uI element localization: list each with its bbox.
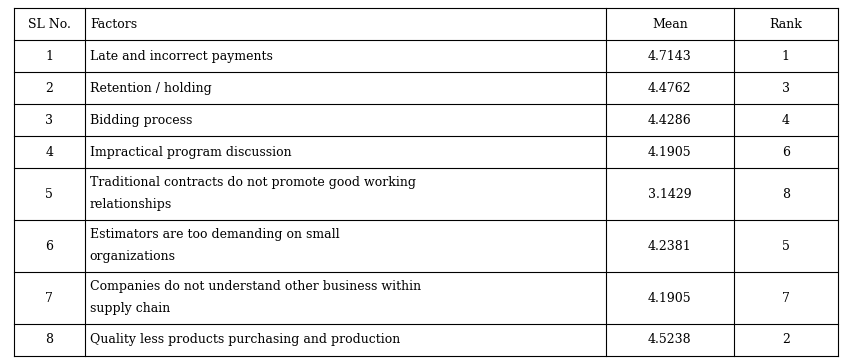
- Text: 3: 3: [45, 114, 54, 127]
- Text: 4.1905: 4.1905: [648, 146, 692, 159]
- Text: relationships: relationships: [89, 198, 172, 211]
- Text: 3: 3: [782, 82, 790, 95]
- Text: 2: 2: [45, 82, 54, 95]
- Text: organizations: organizations: [89, 250, 176, 263]
- Text: Estimators are too demanding on small: Estimators are too demanding on small: [89, 228, 339, 241]
- Text: 5: 5: [45, 188, 54, 201]
- Text: Factors: Factors: [89, 17, 137, 31]
- Text: 2: 2: [782, 333, 790, 347]
- Text: Traditional contracts do not promote good working: Traditional contracts do not promote goo…: [89, 177, 416, 189]
- Text: Bidding process: Bidding process: [89, 114, 193, 127]
- Text: 4: 4: [45, 146, 54, 159]
- Text: supply chain: supply chain: [89, 302, 170, 315]
- Text: 4.7143: 4.7143: [648, 50, 692, 63]
- Text: 7: 7: [45, 292, 54, 305]
- Text: 4.5238: 4.5238: [648, 333, 692, 347]
- Text: Companies do not understand other business within: Companies do not understand other busine…: [89, 280, 421, 293]
- Text: 4.4286: 4.4286: [648, 114, 692, 127]
- Text: 4.2381: 4.2381: [648, 240, 692, 253]
- Text: 6: 6: [782, 146, 790, 159]
- Text: 3.1429: 3.1429: [648, 188, 692, 201]
- Text: 8: 8: [782, 188, 790, 201]
- Text: 6: 6: [45, 240, 54, 253]
- Text: Rank: Rank: [769, 17, 803, 31]
- Text: 5: 5: [782, 240, 790, 253]
- Text: Mean: Mean: [652, 17, 688, 31]
- Text: 1: 1: [45, 50, 54, 63]
- Text: 8: 8: [45, 333, 54, 347]
- Text: SL No.: SL No.: [28, 17, 71, 31]
- Text: Impractical program discussion: Impractical program discussion: [89, 146, 291, 159]
- Text: Late and incorrect payments: Late and incorrect payments: [89, 50, 273, 63]
- Text: Retention / holding: Retention / holding: [89, 82, 211, 95]
- Text: 4.1905: 4.1905: [648, 292, 692, 305]
- Text: 7: 7: [782, 292, 790, 305]
- Text: 4: 4: [782, 114, 790, 127]
- Text: Quality less products purchasing and production: Quality less products purchasing and pro…: [89, 333, 400, 347]
- Text: 1: 1: [782, 50, 790, 63]
- Text: 4.4762: 4.4762: [648, 82, 692, 95]
